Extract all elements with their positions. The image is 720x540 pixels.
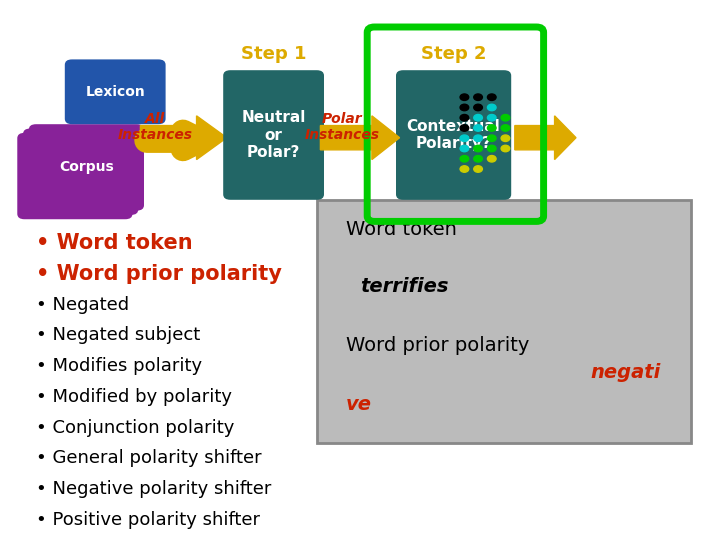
FancyBboxPatch shape (65, 59, 166, 124)
Circle shape (474, 114, 482, 121)
Circle shape (460, 114, 469, 121)
Text: • Negated: • Negated (36, 295, 129, 314)
Circle shape (460, 135, 469, 141)
Circle shape (487, 125, 496, 131)
Circle shape (474, 166, 482, 172)
Circle shape (474, 94, 482, 100)
Text: negati: negati (590, 363, 661, 382)
Circle shape (487, 94, 496, 100)
Circle shape (460, 104, 469, 111)
Circle shape (487, 104, 496, 111)
Text: • Word token: • Word token (36, 233, 193, 253)
Text: terrifies: terrifies (360, 276, 449, 296)
Text: All
Instances: All Instances (117, 112, 192, 142)
FancyArrow shape (140, 116, 227, 160)
Circle shape (460, 94, 469, 100)
Circle shape (487, 156, 496, 162)
Text: • Word prior polarity: • Word prior polarity (36, 264, 282, 284)
Text: Contextual
Polarity?: Contextual Polarity? (407, 119, 500, 151)
Circle shape (474, 156, 482, 162)
FancyBboxPatch shape (396, 70, 511, 200)
Circle shape (474, 145, 482, 152)
FancyArrow shape (320, 116, 400, 160)
Circle shape (460, 125, 469, 131)
Circle shape (460, 145, 469, 152)
Circle shape (460, 166, 469, 172)
Circle shape (474, 125, 482, 131)
FancyBboxPatch shape (29, 124, 144, 211)
FancyBboxPatch shape (317, 200, 691, 443)
Text: • Conjunction polarity: • Conjunction polarity (36, 418, 235, 437)
Text: Step 1: Step 1 (241, 45, 306, 63)
Text: • Negative polarity shifter: • Negative polarity shifter (36, 480, 271, 498)
Circle shape (460, 156, 469, 162)
Text: Polar
Instances: Polar Instances (305, 112, 379, 142)
Text: Word prior polarity: Word prior polarity (346, 336, 529, 355)
Text: Corpus: Corpus (59, 160, 114, 174)
FancyBboxPatch shape (223, 70, 324, 200)
Circle shape (501, 145, 510, 152)
Circle shape (487, 135, 496, 141)
Circle shape (487, 114, 496, 121)
Text: ve: ve (346, 395, 372, 415)
Text: Lexicon: Lexicon (86, 85, 145, 99)
Circle shape (474, 135, 482, 141)
Text: • Modifies polarity: • Modifies polarity (36, 357, 202, 375)
Circle shape (501, 114, 510, 121)
FancyBboxPatch shape (23, 129, 138, 215)
Text: • Positive polarity shifter: • Positive polarity shifter (36, 511, 260, 529)
FancyBboxPatch shape (17, 133, 132, 219)
Circle shape (501, 135, 510, 141)
Circle shape (474, 104, 482, 111)
Text: Neutral
or
Polar?: Neutral or Polar? (241, 110, 306, 160)
Text: Step 2: Step 2 (421, 45, 486, 63)
Circle shape (487, 145, 496, 152)
Text: • Modified by polarity: • Modified by polarity (36, 388, 232, 406)
Text: Word token: Word token (346, 220, 456, 239)
Text: • General polarity shifter: • General polarity shifter (36, 449, 261, 468)
FancyArrow shape (515, 116, 576, 160)
Circle shape (501, 125, 510, 131)
Text: • Negated subject: • Negated subject (36, 326, 200, 345)
